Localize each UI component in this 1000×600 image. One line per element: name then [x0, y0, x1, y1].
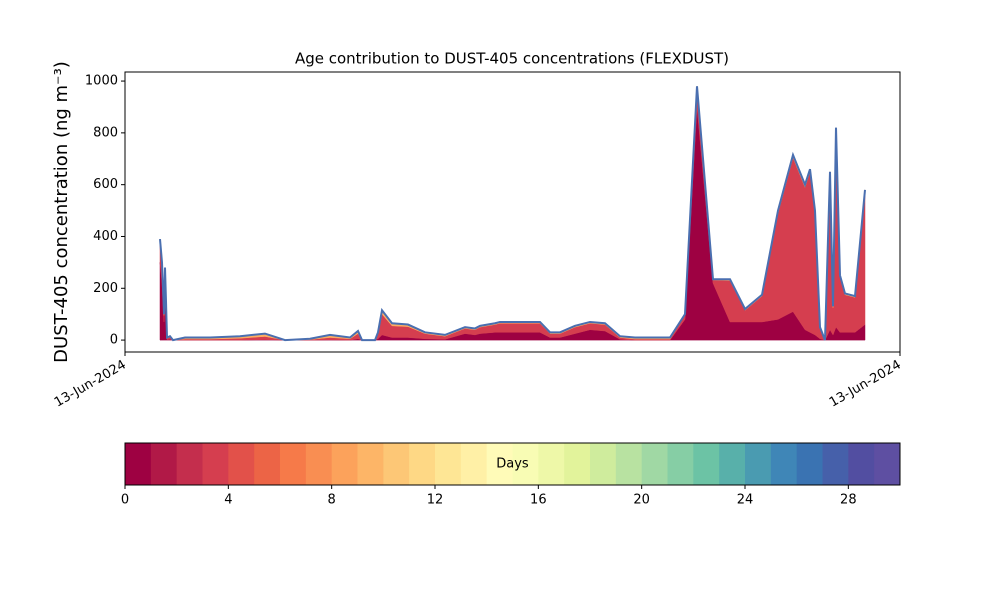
colorbar-swatch	[357, 443, 384, 485]
plot-frame	[124, 71, 901, 353]
colorbar-swatch	[150, 443, 178, 485]
colorbar-swatch	[538, 443, 565, 485]
colorbar-swatch	[254, 443, 281, 485]
chart-title: Age contribution to DUST-405 concentrati…	[295, 50, 729, 68]
area-layer	[159, 88, 866, 341]
colorbar-swatch	[435, 443, 462, 485]
colorbar-swatch	[409, 443, 436, 485]
y-tick-label: 1000	[85, 74, 118, 89]
total-outline	[159, 86, 866, 342]
y-tick-label: 0	[110, 333, 118, 348]
colorbar-swatch	[460, 443, 488, 485]
colorbar-swatch	[331, 443, 358, 485]
y-tick-label: 800	[93, 125, 118, 140]
x-tick-label: 13-Jun-2024	[827, 358, 904, 411]
colorbar-swatch	[848, 443, 875, 485]
colorbar-swatch	[383, 443, 410, 485]
colorbar-swatch	[512, 443, 539, 485]
colorbar-tick-label: 0	[121, 493, 129, 508]
colorbar-swatch	[280, 443, 307, 485]
colorbar-swatch	[667, 443, 694, 485]
colorbar-swatch	[202, 443, 229, 485]
colorbar-tick-label: 4	[224, 493, 232, 508]
colorbar-swatch	[796, 443, 823, 485]
colorbar-swatch	[564, 443, 591, 485]
colorbar-swatch	[615, 443, 643, 485]
colorbar-tick-label: 16	[530, 493, 547, 508]
colorbar-swatch	[874, 443, 901, 485]
colorbar-swatch	[745, 443, 772, 485]
x-tick-label: 13-Jun-2024	[52, 358, 129, 411]
colorbar-tick-label: 24	[737, 493, 754, 508]
y-tick-label: 200	[93, 281, 118, 296]
colorbar-tick-label: 20	[633, 493, 650, 508]
colorbar-swatch	[305, 443, 333, 485]
colorbar-tick-label: 28	[840, 493, 857, 508]
colorbar-swatch	[719, 443, 746, 485]
colorbar-swatch	[590, 443, 617, 485]
y-tick-label: 400	[93, 229, 118, 244]
colorbar-swatch	[641, 443, 668, 485]
y-tick-label: 600	[93, 177, 118, 192]
y-axis-label: DUST-405 concentration (ng m⁻³)	[51, 61, 72, 363]
colorbar-swatch	[770, 443, 798, 485]
colorbar-swatch	[486, 443, 513, 485]
colorbar-tick-label: 8	[328, 493, 336, 508]
colorbar-frame	[124, 442, 901, 486]
colorbar-swatch	[176, 443, 203, 485]
colorbar-tick-label: 12	[427, 493, 444, 508]
colorbar-swatch	[822, 443, 849, 485]
colorbar-label: Days	[496, 457, 529, 472]
colorbar-swatch	[693, 443, 720, 485]
colorbar-swatch	[125, 443, 152, 485]
colorbar-swatch	[228, 443, 255, 485]
